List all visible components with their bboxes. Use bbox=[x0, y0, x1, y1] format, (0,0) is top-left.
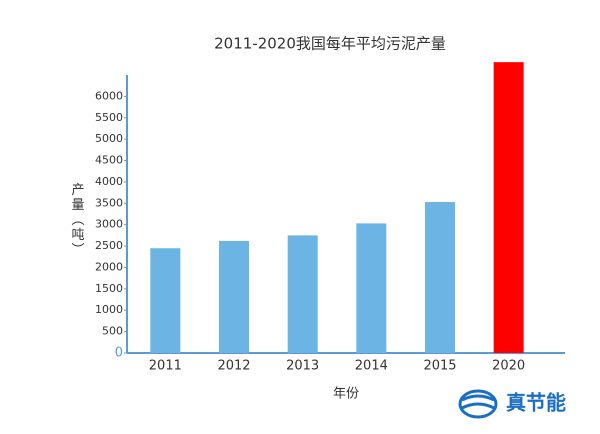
bar bbox=[425, 202, 455, 353]
y-tick-label: 2000 bbox=[95, 260, 123, 273]
bar bbox=[150, 248, 181, 353]
x-tick-label: 2015 bbox=[423, 359, 456, 374]
x-tick-label: 2011 bbox=[149, 359, 182, 374]
y-tick-label: 6000 bbox=[95, 89, 123, 102]
y-tick-label: 5500 bbox=[95, 111, 123, 124]
watermark-logo bbox=[458, 389, 498, 419]
x-tick-label: 2020 bbox=[492, 359, 525, 374]
bar bbox=[493, 62, 524, 354]
y-axis-label: 产量（吨） bbox=[69, 183, 85, 258]
bar bbox=[219, 240, 249, 353]
bar bbox=[287, 235, 318, 353]
x-tick-label: 2014 bbox=[355, 359, 388, 374]
chart-title: 2011-2020我国每年平均污泥产量 bbox=[214, 35, 446, 53]
x-tick-label: 2013 bbox=[286, 359, 319, 374]
x-axis-label: 年份 bbox=[333, 387, 359, 402]
bar bbox=[356, 223, 387, 353]
y-tick-label: 5000 bbox=[95, 132, 123, 145]
y-tick-label: 1000 bbox=[95, 303, 123, 316]
y-tick-label: 500 bbox=[102, 325, 123, 338]
y-tick-label: 4500 bbox=[95, 154, 123, 167]
y-tick-label: 1500 bbox=[95, 282, 123, 295]
y-tick-label: 3500 bbox=[95, 196, 123, 209]
y-tick-label: 3000 bbox=[95, 218, 123, 231]
y-tick-label: 2500 bbox=[95, 239, 123, 252]
y-tick-label: 4000 bbox=[95, 175, 123, 188]
watermark: 真节能 bbox=[506, 391, 566, 415]
y-tick-label: 0 bbox=[115, 346, 123, 361]
x-tick-label: 2012 bbox=[217, 359, 250, 374]
